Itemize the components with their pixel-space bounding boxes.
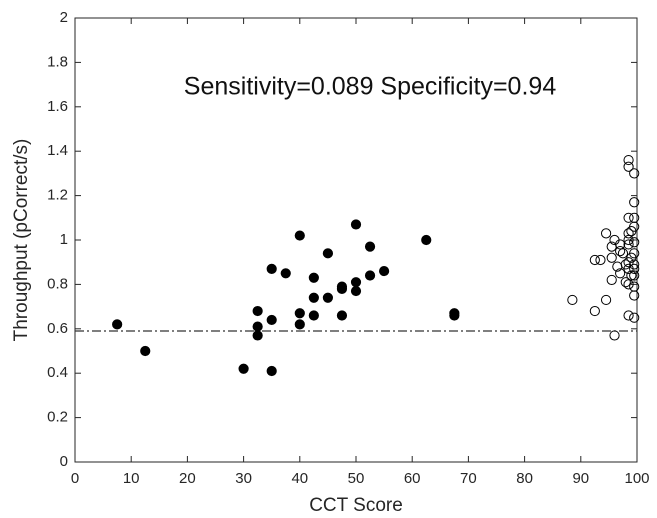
point	[629, 221, 640, 232]
point	[350, 285, 362, 297]
point	[294, 319, 305, 330]
point	[589, 305, 600, 317]
point	[629, 290, 640, 301]
point	[336, 310, 348, 321]
annotation: Sensitivity=0.089 Specificity=0.94	[184, 73, 557, 101]
point	[629, 248, 640, 259]
point	[629, 237, 640, 248]
point	[252, 321, 263, 332]
point	[623, 228, 634, 239]
point	[308, 272, 319, 283]
point	[615, 246, 626, 257]
point	[606, 274, 617, 286]
point	[623, 161, 634, 172]
point	[623, 154, 634, 166]
point	[294, 230, 305, 241]
x-tick-label: 80	[516, 470, 533, 487]
point	[617, 248, 629, 259]
point	[629, 168, 640, 179]
point	[615, 268, 626, 279]
y-tick-label: 1.4	[47, 142, 68, 159]
y-tick-label: 0.4	[47, 364, 68, 381]
point	[336, 283, 348, 294]
point	[623, 234, 634, 246]
point	[350, 219, 362, 230]
y-tick-label: 1.2	[47, 187, 68, 204]
point	[322, 248, 333, 259]
y-tick-label: 0.8	[47, 275, 68, 292]
y-tick-label: 0	[60, 453, 68, 470]
point	[629, 197, 640, 208]
x-tick-label: 70	[460, 470, 477, 487]
point	[322, 292, 333, 303]
x-tick-label: 100	[624, 470, 649, 487]
y-tick-label: 2	[60, 9, 68, 26]
y-tick-label: 1.6	[47, 98, 68, 115]
point	[266, 263, 277, 274]
point	[252, 305, 263, 317]
point	[238, 363, 249, 374]
point	[629, 270, 640, 281]
point	[449, 310, 460, 321]
point	[629, 259, 640, 270]
point	[308, 310, 319, 321]
x-tick-label: 90	[572, 470, 589, 487]
point	[600, 294, 612, 306]
y-tick-label: 1	[60, 231, 68, 248]
point	[140, 345, 151, 357]
x-axis-label: CCT Score	[309, 495, 403, 516]
y-tick-label: 0.6	[47, 320, 68, 337]
y-tick-label: 1.8	[47, 53, 68, 70]
point	[589, 254, 600, 266]
point	[421, 234, 432, 246]
point	[626, 270, 637, 281]
point	[623, 212, 634, 223]
point	[364, 241, 376, 252]
x-tick-label: 0	[71, 470, 79, 487]
x-tick-label: 10	[123, 470, 140, 487]
y-tick-label: 0.2	[47, 409, 68, 426]
point	[620, 277, 631, 288]
point	[280, 268, 291, 279]
point	[595, 254, 606, 266]
x-tick-label: 40	[291, 470, 308, 487]
point	[623, 239, 634, 250]
point	[252, 330, 263, 341]
point	[567, 294, 578, 306]
point	[629, 263, 640, 274]
point	[623, 279, 634, 290]
point	[600, 228, 612, 239]
point	[364, 270, 376, 281]
point	[615, 239, 626, 250]
point	[623, 310, 634, 321]
x-tick-label: 50	[348, 470, 365, 487]
point	[294, 308, 305, 319]
point	[606, 252, 617, 263]
point	[112, 319, 123, 330]
point	[609, 330, 620, 341]
point	[266, 365, 277, 377]
point	[266, 314, 277, 326]
point	[379, 265, 390, 277]
x-tick-label: 20	[179, 470, 196, 487]
x-tick-label: 30	[235, 470, 252, 487]
point	[350, 277, 362, 288]
point	[308, 292, 319, 303]
x-tick-label: 60	[404, 470, 421, 487]
point	[629, 312, 640, 323]
y-axis-label: Throughput (pCorrect/s)	[11, 139, 32, 342]
